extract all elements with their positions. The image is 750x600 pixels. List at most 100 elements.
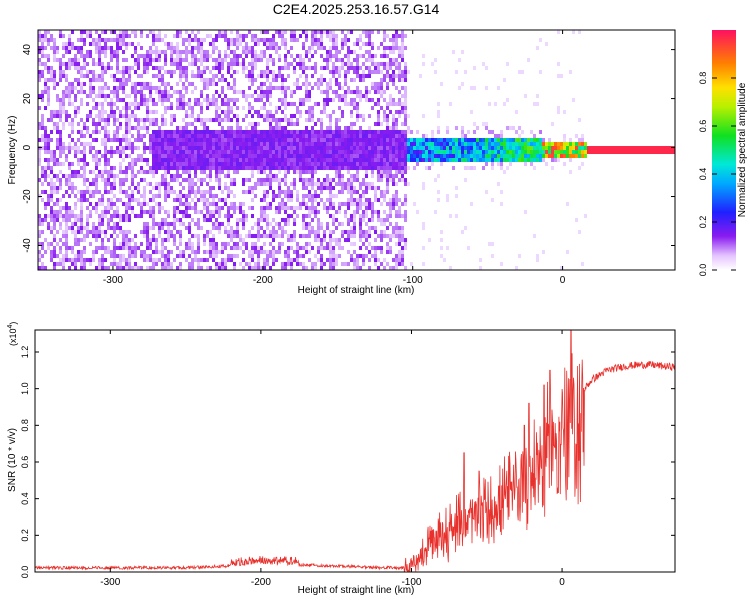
heat-cell xyxy=(341,186,344,190)
heat-cell xyxy=(104,126,107,130)
heat-cell xyxy=(548,146,551,150)
heat-cell xyxy=(275,46,278,50)
heat-cell xyxy=(41,62,44,66)
heat-cell xyxy=(506,126,509,130)
heat-cell xyxy=(416,130,419,134)
heat-cell xyxy=(311,30,314,34)
heat-cell xyxy=(440,238,443,242)
heat-cell xyxy=(377,62,380,66)
heat-cell xyxy=(59,162,62,166)
figure-title: C2E4.2025.253.16.57.G14 xyxy=(273,1,440,17)
heat-cell xyxy=(515,158,518,162)
heat-cell xyxy=(254,262,257,266)
heat-cell xyxy=(314,158,317,162)
heat-cell xyxy=(113,102,116,106)
heat-cell xyxy=(281,34,284,38)
heat-cell xyxy=(68,82,71,86)
heat-cell xyxy=(446,154,449,158)
heat-cell xyxy=(245,54,248,58)
heat-cell xyxy=(227,174,230,178)
heat-cell xyxy=(41,122,44,126)
heat-cell xyxy=(137,214,140,218)
heat-cell xyxy=(527,146,530,150)
heat-cell xyxy=(170,70,173,74)
heat-cell xyxy=(374,262,377,266)
heat-cell xyxy=(293,146,296,150)
heat-cell xyxy=(185,78,188,82)
heat-cell xyxy=(83,38,86,42)
heat-cell xyxy=(143,142,146,146)
heat-cell xyxy=(188,186,191,190)
heat-cell xyxy=(350,142,353,146)
heat-cell xyxy=(281,102,284,106)
heat-cell xyxy=(332,98,335,102)
heat-cell xyxy=(167,94,170,98)
heat-cell xyxy=(248,138,251,142)
heat-cell xyxy=(230,202,233,206)
heat-cell xyxy=(329,262,332,266)
heat-cell xyxy=(371,58,374,62)
heat-cell xyxy=(320,242,323,246)
heat-cell xyxy=(287,198,290,202)
heat-cell xyxy=(332,250,335,254)
heat-cell xyxy=(266,42,269,46)
heat-cell xyxy=(107,182,110,186)
heat-cell xyxy=(404,106,407,110)
heat-cell xyxy=(116,90,119,94)
heat-cell xyxy=(275,86,278,90)
heat-cell xyxy=(62,230,65,234)
heat-cell xyxy=(260,182,263,186)
heat-cell xyxy=(152,250,155,254)
heat-cell xyxy=(305,78,308,82)
heat-cell xyxy=(170,42,173,46)
heat-cell xyxy=(404,242,407,246)
heat-cell xyxy=(323,230,326,234)
heat-cell xyxy=(209,210,212,214)
heat-cell xyxy=(203,178,206,182)
heat-cell xyxy=(275,42,278,46)
heat-cell xyxy=(47,38,50,42)
heat-cell xyxy=(317,138,320,142)
heat-cell xyxy=(194,138,197,142)
heat-cell xyxy=(125,246,128,250)
heat-cell xyxy=(263,230,266,234)
heat-cell xyxy=(77,174,80,178)
heat-cell xyxy=(245,98,248,102)
heat-cell xyxy=(152,262,155,266)
heat-cell xyxy=(344,142,347,146)
heat-cell xyxy=(386,122,389,126)
heat-cell xyxy=(137,246,140,250)
heat-cell xyxy=(344,90,347,94)
heat-cell xyxy=(338,70,341,74)
heat-cell xyxy=(308,258,311,262)
heat-cell xyxy=(101,118,104,122)
heat-cell xyxy=(101,238,104,242)
heat-cell xyxy=(47,246,50,250)
heat-cell xyxy=(467,246,470,250)
heat-cell xyxy=(242,50,245,54)
heat-cell xyxy=(530,150,533,154)
heat-cell xyxy=(161,166,164,170)
heat-cell xyxy=(401,158,404,162)
heat-cell xyxy=(326,258,329,262)
heat-cell xyxy=(254,34,257,38)
heat-cell xyxy=(440,150,443,154)
heat-cell xyxy=(491,254,494,258)
heat-cell xyxy=(122,218,125,222)
heat-cell xyxy=(335,126,338,130)
heat-cell xyxy=(98,174,101,178)
heat-cell xyxy=(110,114,113,118)
heat-cell xyxy=(281,190,284,194)
heat-cell xyxy=(446,130,449,134)
heat-cell xyxy=(398,90,401,94)
heat-cell xyxy=(197,186,200,190)
heat-cell xyxy=(149,90,152,94)
heat-cell xyxy=(125,214,128,218)
heat-cell xyxy=(149,198,152,202)
heat-cell xyxy=(578,166,581,170)
heat-cell xyxy=(278,242,281,246)
heat-cell xyxy=(149,58,152,62)
heat-cell xyxy=(179,34,182,38)
heat-cell xyxy=(317,30,320,34)
heat-cell xyxy=(101,142,104,146)
